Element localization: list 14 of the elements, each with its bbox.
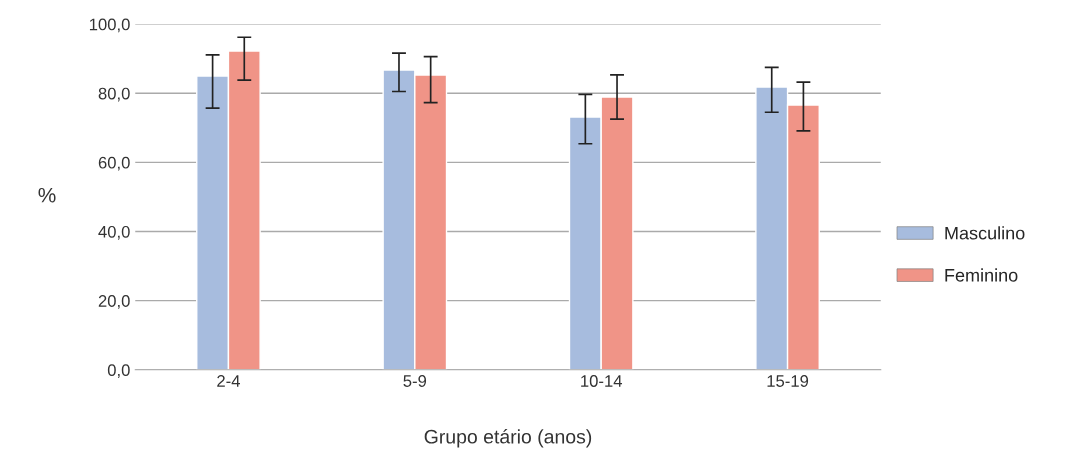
x-axis-title: Grupo etário (anos) (424, 429, 592, 448)
legend-label: Feminino (945, 268, 1018, 282)
y-tick-label: 60,0 (98, 156, 130, 171)
legend-label: Masculino (945, 226, 1025, 240)
y-tick-label: 100,0 (89, 18, 130, 33)
y-tick-label: 0,0 (107, 364, 130, 378)
y-tick-label: 20,0 (98, 295, 130, 309)
x-tick-label: 15-19 (767, 375, 809, 387)
y-tick-label: 80,0 (98, 87, 130, 102)
y-axis-title: % (38, 187, 56, 203)
x-tick-label: 2-4 (217, 375, 240, 387)
y-tick-label: 40,0 (98, 225, 130, 240)
x-tick-label: 10-14 (581, 375, 623, 387)
x-tick-label: 5-9 (403, 375, 427, 387)
